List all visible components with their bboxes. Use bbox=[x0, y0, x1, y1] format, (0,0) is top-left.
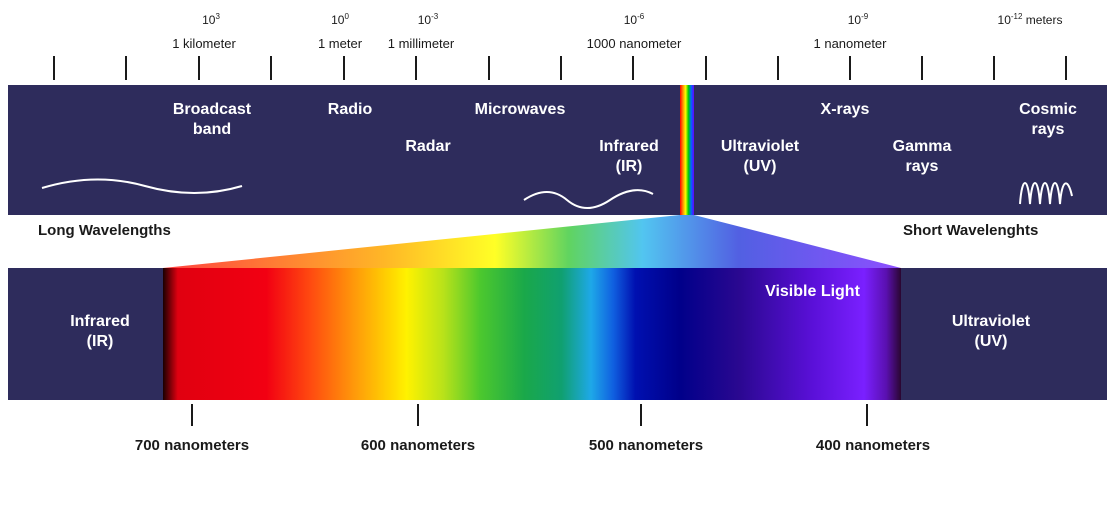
tick bbox=[270, 56, 272, 80]
tick bbox=[705, 56, 707, 80]
band-label-ultraviolet: Ultraviolet (UV) bbox=[720, 138, 800, 175]
band-label-infrared: Infrared (IR) bbox=[599, 138, 659, 175]
exponent-label-1e-6: 10-6 bbox=[623, 12, 645, 27]
band-label-microwaves: Microwaves bbox=[474, 101, 566, 118]
exponent-label-1e-3: 10-3 bbox=[417, 12, 439, 27]
nm-tick-600 bbox=[417, 404, 419, 426]
exponent-label-1e0: 100 bbox=[331, 12, 349, 27]
tick bbox=[921, 56, 923, 80]
exponent-label-1e3: 103 bbox=[202, 12, 220, 27]
long-wave-icon bbox=[41, 178, 243, 194]
visible-spectrum-gradient bbox=[163, 268, 901, 400]
nm-label-700: 700 nanometers bbox=[134, 437, 250, 454]
tick bbox=[632, 56, 634, 80]
nm-label-500: 500 nanometers bbox=[588, 437, 704, 454]
visible-light-strip bbox=[680, 85, 694, 215]
nm-tick-400 bbox=[866, 404, 868, 426]
detail-label-ultraviolet: Ultraviolet (UV) bbox=[951, 313, 1031, 350]
tick bbox=[125, 56, 127, 80]
tick bbox=[488, 56, 490, 80]
scale-name-millimeter: 1 millimeter bbox=[387, 36, 455, 51]
nm-label-600: 600 nanometers bbox=[360, 437, 476, 454]
exponent-label-1e-9: 10-9 bbox=[847, 12, 869, 27]
band-label-broadcast: Broadcast band bbox=[172, 101, 252, 138]
nm-tick-500 bbox=[640, 404, 642, 426]
tick bbox=[415, 56, 417, 80]
band-label-xrays: X-rays bbox=[820, 101, 870, 118]
wave-icons bbox=[41, 178, 1073, 209]
nm-tick-700 bbox=[191, 404, 193, 426]
medium-wave-icon bbox=[523, 189, 654, 209]
tick bbox=[53, 56, 55, 80]
tick bbox=[1065, 56, 1067, 80]
tick bbox=[993, 56, 995, 80]
short-wavelengths-label: Short Wavelenghts bbox=[903, 222, 1039, 239]
tick bbox=[849, 56, 851, 80]
long-wavelengths-label: Long Wavelengths bbox=[38, 222, 171, 239]
tick bbox=[198, 56, 200, 80]
scale-name-kilometer: 1 kilometer bbox=[172, 36, 236, 51]
band-label-radar: Radar bbox=[405, 138, 451, 155]
detail-label-infrared: Infrared (IR) bbox=[70, 313, 130, 350]
scale-name-1000-nanometer: 1000 nanometer bbox=[586, 36, 682, 51]
tick bbox=[777, 56, 779, 80]
visible-light-title: Visible Light bbox=[765, 283, 860, 300]
tick bbox=[343, 56, 345, 80]
scale-name-meter: 1 meter bbox=[317, 36, 363, 51]
tick bbox=[560, 56, 562, 80]
exponent-label-1e-12: 10-12 meters bbox=[997, 12, 1063, 27]
band-label-radio: Radio bbox=[327, 101, 373, 118]
nm-label-400: 400 nanometers bbox=[815, 437, 931, 454]
short-wave-icon bbox=[1019, 182, 1073, 205]
scale-name-nanometer: 1 nanometer bbox=[813, 36, 887, 51]
band-label-cosmic: Cosmic rays bbox=[1019, 101, 1077, 138]
band-label-gamma: Gamma rays bbox=[892, 138, 952, 175]
